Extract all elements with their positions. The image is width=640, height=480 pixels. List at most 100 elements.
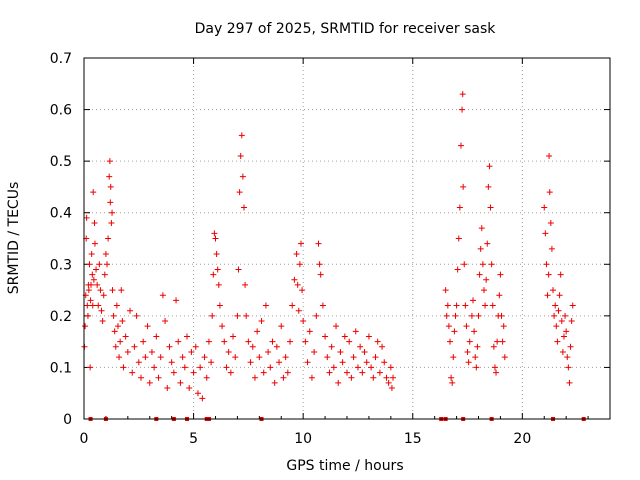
data-point xyxy=(235,266,242,273)
data-point xyxy=(112,343,119,350)
data-point xyxy=(82,323,89,330)
data-point xyxy=(96,261,103,268)
data-point xyxy=(559,348,566,355)
data-point xyxy=(480,287,487,294)
data-point xyxy=(131,343,138,350)
grid xyxy=(84,58,610,419)
data-point xyxy=(84,302,91,309)
data-point xyxy=(295,307,302,314)
data-point xyxy=(267,364,274,371)
data-point xyxy=(201,354,208,361)
data-point xyxy=(491,364,498,371)
data-point xyxy=(450,354,457,361)
data-point xyxy=(276,359,283,366)
data-point xyxy=(485,183,492,190)
data-point xyxy=(306,328,313,335)
data-point xyxy=(107,183,114,190)
y-tick-label: 0.2 xyxy=(50,309,72,325)
data-point xyxy=(144,323,151,330)
data-point xyxy=(348,374,355,381)
data-point xyxy=(240,204,247,211)
data-point xyxy=(135,359,142,366)
data-point xyxy=(558,318,565,325)
data-point xyxy=(109,209,116,216)
data-point xyxy=(137,374,144,381)
data-point xyxy=(188,348,195,355)
data-point xyxy=(566,379,573,386)
x-tick-label: 20 xyxy=(513,431,531,447)
data-point xyxy=(186,385,193,392)
data-point xyxy=(102,250,109,257)
data-point xyxy=(463,323,470,330)
data-point xyxy=(181,364,188,371)
data-point xyxy=(482,302,489,309)
data-point xyxy=(357,343,364,350)
data-point xyxy=(197,364,204,371)
data-point xyxy=(466,338,473,345)
data-point xyxy=(142,354,149,361)
data-point xyxy=(87,297,94,304)
x-tick-label: 10 xyxy=(294,431,312,447)
data-point xyxy=(101,271,108,278)
data-point xyxy=(339,359,346,366)
data-point xyxy=(379,343,386,350)
data-point xyxy=(341,333,348,340)
data-point xyxy=(243,312,250,319)
data-point xyxy=(289,302,296,309)
data-point xyxy=(215,281,222,288)
data-point xyxy=(282,354,289,361)
data-point xyxy=(291,276,298,283)
data-point xyxy=(385,379,392,386)
data-point xyxy=(168,359,175,366)
data-point xyxy=(99,318,106,325)
data-point xyxy=(350,354,357,361)
data-point xyxy=(376,369,383,376)
y-tick-label: 0.7 xyxy=(50,51,72,67)
data-point xyxy=(104,261,111,268)
data-point xyxy=(236,189,243,196)
data-point xyxy=(88,250,95,257)
data-point xyxy=(299,287,306,294)
data-point xyxy=(106,173,113,180)
data-point xyxy=(472,354,479,361)
data-point xyxy=(210,271,217,278)
data-point xyxy=(445,323,452,330)
data-point xyxy=(372,354,379,361)
data-point xyxy=(475,312,482,319)
data-point xyxy=(484,240,491,247)
data-point xyxy=(477,245,484,252)
data-point xyxy=(365,333,372,340)
data-point xyxy=(108,220,115,227)
ticks: 0 0.1 0.2 0.3 0.4 0.5 0.6 0.7 0 5 10 15 20 xyxy=(50,51,610,447)
data-point xyxy=(449,379,456,386)
data-point xyxy=(322,333,329,340)
data-point xyxy=(216,302,223,309)
y-tick-label: 0.3 xyxy=(50,257,72,273)
data-point xyxy=(113,302,120,309)
data-point xyxy=(501,354,508,361)
data-point xyxy=(315,240,322,247)
data-point xyxy=(85,287,92,294)
data-point xyxy=(352,328,359,335)
data-point xyxy=(489,302,496,309)
data-point xyxy=(262,302,269,309)
data-point xyxy=(209,312,216,319)
data-point xyxy=(94,281,101,288)
data-point xyxy=(194,390,201,397)
data-point xyxy=(452,312,459,319)
data-point xyxy=(269,338,276,345)
data-point xyxy=(455,235,462,242)
data-point xyxy=(498,312,505,319)
data-point xyxy=(98,307,105,314)
data-point xyxy=(232,354,239,361)
data-point xyxy=(105,235,112,242)
data-point xyxy=(552,302,559,309)
y-tick-label: 0.4 xyxy=(50,206,72,222)
data-point xyxy=(251,374,258,381)
data-point xyxy=(179,354,186,361)
data-point xyxy=(287,338,294,345)
data-point xyxy=(223,364,230,371)
data-point xyxy=(346,338,353,345)
data-point xyxy=(153,333,160,340)
